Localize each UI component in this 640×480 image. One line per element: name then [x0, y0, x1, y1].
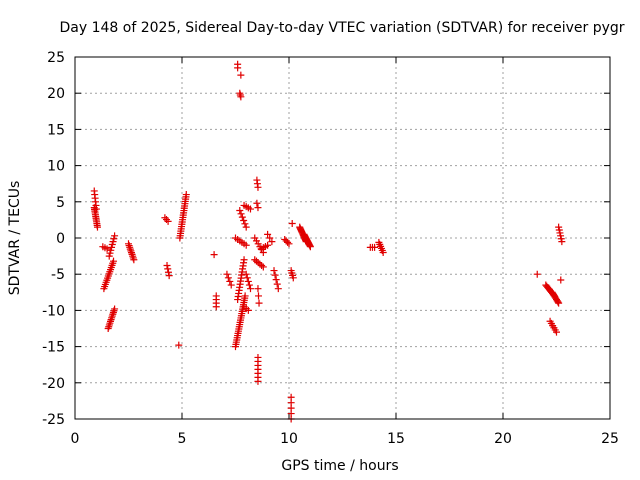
data-point-marker [93, 223, 101, 231]
data-point-marker [223, 270, 231, 278]
data-point-marker [264, 230, 272, 238]
data-point-marker [288, 220, 296, 228]
y-tick-label: 0 [56, 231, 65, 247]
data-point-marker [268, 238, 276, 246]
data-point-marker [236, 206, 244, 214]
y-tick-label: -20 [42, 376, 65, 392]
data-point-marker [258, 262, 266, 270]
data-points [90, 60, 566, 423]
data-point-marker [238, 213, 246, 221]
data-point-marker [254, 377, 262, 385]
data-point-marker [210, 251, 218, 259]
y-tick-label: -25 [42, 412, 65, 428]
x-tick-labels: 0 5 10 15 20 25 [71, 431, 619, 447]
data-point-marker [254, 183, 262, 191]
data-point-marker [242, 241, 250, 249]
y-tick-label: -15 [42, 340, 65, 356]
data-point-marker [237, 210, 245, 218]
data-point-marker [227, 281, 235, 289]
chart-title: Day 148 of 2025, Sidereal Day-to-day VTE… [59, 20, 624, 36]
data-point-marker [557, 276, 565, 284]
data-point-marker [242, 270, 250, 278]
data-point-marker [244, 306, 252, 314]
data-point-marker [558, 238, 566, 246]
data-point-marker [130, 256, 138, 264]
x-tick-label: 5 [178, 431, 187, 447]
data-point-marker [244, 277, 252, 285]
x-tick-label: 20 [494, 431, 512, 447]
data-point-marker [237, 71, 245, 79]
y-tick-label: -10 [42, 303, 65, 319]
data-point-marker [266, 234, 274, 242]
data-point-marker [212, 303, 220, 311]
data-point-marker [245, 281, 253, 289]
data-point-marker [274, 285, 282, 293]
y-tick-label: 5 [56, 195, 65, 211]
data-point-marker [165, 272, 173, 280]
data-point-marker [253, 199, 261, 207]
data-point-marker [111, 305, 119, 313]
data-point-marker [164, 268, 172, 276]
data-point-marker [553, 328, 560, 336]
data-point-marker [234, 64, 242, 72]
data-point-marker [110, 257, 118, 265]
y-tick-label: -5 [51, 267, 65, 283]
data-point-marker [255, 292, 263, 300]
data-point-marker [246, 285, 254, 293]
x-axis-title: GPS time / hours [281, 458, 398, 474]
data-point-marker [264, 241, 272, 249]
data-point-marker [224, 274, 232, 282]
data-point-marker [164, 217, 172, 225]
data-point-marker [270, 267, 278, 275]
y-tick-label: 15 [47, 122, 65, 138]
data-point-marker [241, 292, 249, 300]
data-point-marker [182, 191, 190, 199]
data-point-marker [240, 256, 248, 264]
data-point-marker [272, 276, 280, 284]
x-tick-label: 0 [71, 431, 80, 447]
data-point-marker [175, 341, 183, 349]
data-point-marker [242, 223, 250, 231]
data-point-marker [241, 220, 249, 228]
data-point-marker [226, 277, 234, 285]
data-point-marker [103, 245, 111, 253]
data-point-marker [243, 274, 251, 282]
y-axis-title: SDTVAR / TECUs [7, 181, 23, 296]
plot-frame [74, 56, 611, 420]
data-point-marker [111, 232, 119, 240]
data-point-marker [259, 263, 267, 271]
data-point-marker [533, 270, 541, 278]
y-tick-label: 20 [47, 86, 65, 102]
data-point-marker [164, 265, 172, 273]
data-point-marker [555, 299, 563, 307]
data-point-marker [554, 298, 562, 306]
data-point-marker [255, 299, 263, 307]
data-point-marker [240, 216, 248, 224]
data-point-marker [284, 238, 292, 246]
x-tick-label: 25 [601, 431, 619, 447]
data-point-marker [246, 205, 254, 213]
data-point-marker [285, 240, 293, 248]
data-point-marker [237, 93, 245, 101]
x-tick-label: 15 [387, 431, 405, 447]
y-tick-label: 25 [47, 50, 65, 66]
data-point-marker [271, 271, 279, 279]
grid-lines [75, 57, 610, 419]
data-point-marker [289, 274, 297, 282]
data-point-marker [273, 280, 281, 288]
data-point-marker [163, 262, 171, 270]
data-point-marker [379, 248, 387, 256]
data-point-marker [254, 204, 262, 212]
data-point-marker [306, 243, 314, 251]
x-tick-label: 10 [280, 431, 298, 447]
data-point-marker [371, 243, 379, 251]
y-tick-label: 10 [47, 159, 65, 175]
data-point-marker [254, 285, 262, 293]
y-tick-labels: -25 -20 -15 -10 -5 0 5 10 15 20 25 [42, 50, 65, 428]
